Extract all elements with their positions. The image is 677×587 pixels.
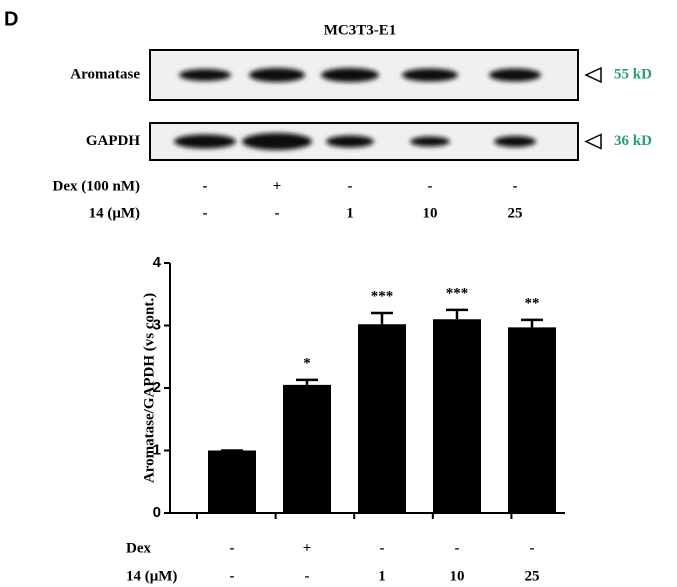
treatment-value: 10	[423, 205, 438, 221]
treatment-name: Dex	[126, 540, 151, 556]
band	[410, 136, 450, 147]
bar	[358, 324, 406, 513]
treatment-value: -	[428, 178, 433, 194]
band	[242, 133, 312, 150]
error-bar	[371, 311, 393, 325]
treatment-value: -	[530, 540, 535, 556]
y-tick-label: 4	[153, 254, 162, 271]
chart: 0 1 2 3 4 Aromatase/GAPDH (vs cont.) - - * + - *** -…	[126, 254, 565, 584]
band	[174, 134, 236, 149]
band	[321, 68, 379, 82]
error-bar	[296, 378, 318, 385]
treatment-name: Dex (100 nM)	[53, 178, 140, 194]
band	[326, 135, 374, 148]
treatment-value: 25	[508, 205, 523, 221]
band-size: 36 kD	[614, 133, 652, 149]
treatment-value: 10	[450, 568, 465, 584]
treatment-value: -	[275, 205, 280, 221]
band	[489, 68, 541, 82]
error-bar	[446, 308, 468, 320]
treatment-value: -	[203, 178, 208, 194]
significance: **	[525, 295, 540, 311]
band	[402, 68, 458, 82]
bar	[508, 327, 556, 513]
blot: Aromatase 55 kD GAPDH 36 kD Dex (100 nM) - + - -…	[53, 49, 652, 221]
treatment-value: -	[230, 540, 235, 556]
significance: ***	[446, 285, 469, 301]
treatment-value: -	[513, 178, 518, 194]
y-axis-label: Aromatase/GAPDH (vs cont.)	[141, 293, 157, 483]
arrow	[584, 66, 602, 84]
significance: ***	[371, 288, 394, 304]
bar	[433, 319, 481, 513]
treatment-name: 14 (μM)	[89, 205, 140, 221]
treatment-name: 14 (μM)	[126, 568, 177, 584]
treatment-value: -	[203, 205, 208, 221]
treatment-value: +	[303, 540, 312, 556]
treatment-value: -	[230, 568, 235, 584]
y-tick-label: 3	[153, 316, 161, 333]
treatment-value: -	[348, 178, 353, 194]
treatment-value: +	[273, 178, 282, 194]
treatment-value: -	[380, 540, 385, 556]
treatment-value: 1	[346, 205, 354, 221]
y-tick-label: 1	[153, 441, 161, 458]
blot-row-label: GAPDH	[86, 133, 140, 149]
bar	[208, 450, 256, 513]
treatment-value: 25	[525, 568, 540, 584]
treatment-value: -	[455, 540, 460, 556]
blot-title: MC3T3-E1	[324, 22, 397, 38]
band	[179, 69, 231, 81]
band	[249, 68, 305, 82]
band	[494, 136, 536, 147]
treatment-value: 1	[378, 568, 386, 584]
error-bar	[521, 318, 543, 328]
treatment-value: -	[305, 568, 310, 584]
y-tick-label: 0	[153, 504, 161, 521]
y-tick-label: 2	[153, 379, 161, 396]
arrow	[584, 133, 602, 150]
significance: *	[303, 355, 311, 371]
panel-label: D	[4, 8, 18, 30]
blot-row-label: Aromatase	[70, 66, 140, 82]
band-size: 55 kD	[614, 66, 652, 82]
bar	[283, 384, 331, 513]
